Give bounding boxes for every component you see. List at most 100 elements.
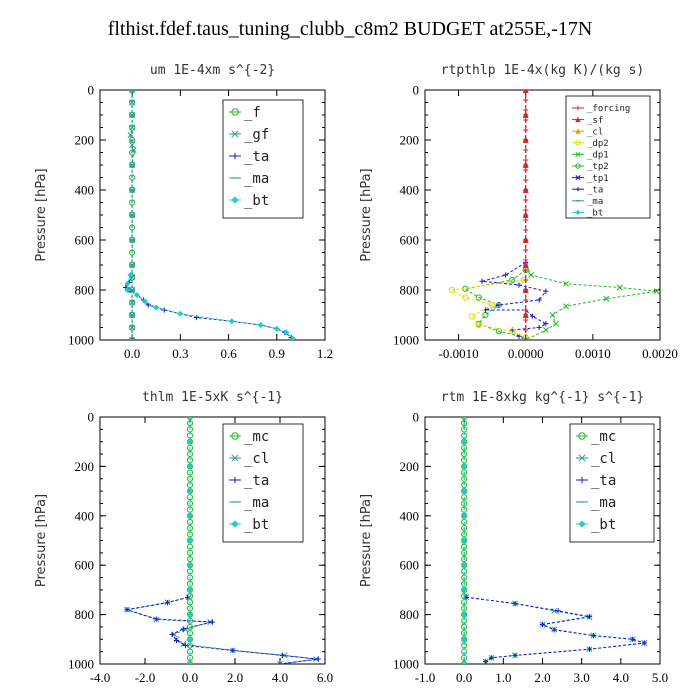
- legend-entry: _gf: [229, 127, 269, 143]
- legend-entry: _ta: [576, 473, 616, 489]
- data-point: [289, 335, 296, 340]
- data-point: [496, 302, 502, 308]
- data-point: [522, 261, 529, 268]
- y-tick-label: 200: [75, 133, 95, 148]
- x-tick-label: -0.0010: [439, 346, 479, 361]
- series-line-ta: [126, 596, 319, 664]
- y-tick-label: 400: [75, 508, 95, 523]
- data-point: [586, 646, 593, 652]
- legend-label: _mc: [244, 429, 269, 445]
- data-point: [629, 636, 636, 642]
- data-point: [169, 631, 175, 637]
- x-tick-label: 0.3: [172, 346, 188, 361]
- x-tick-label: 0.0010: [575, 346, 611, 361]
- data-point: [129, 90, 136, 93]
- chart-panel-1: um 1E-4xm s^{-2} Pressure [hPa] 0 200 400 600…: [34, 63, 333, 361]
- data-point: [186, 450, 194, 458]
- series-group: [448, 90, 660, 340]
- legend-label: _bt: [591, 517, 616, 533]
- data-point: [186, 549, 194, 556]
- x-tick-label: 2.0: [227, 670, 243, 685]
- data-point: [461, 475, 468, 482]
- data-point: [186, 660, 194, 664]
- data-point: [185, 594, 191, 600]
- legend-entry: _bt: [576, 517, 616, 533]
- data-point: [129, 337, 136, 340]
- x-tick-label: 5.0: [652, 670, 668, 685]
- series-line-bt: [126, 274, 294, 340]
- legend-label: _bt: [587, 209, 603, 219]
- data-point: [528, 272, 535, 278]
- data-point: [141, 298, 149, 305]
- data-point: [186, 525, 194, 532]
- data-point: [461, 500, 468, 507]
- data-point: [522, 211, 529, 218]
- y-tick-label: 0: [88, 83, 95, 98]
- x-tick-label: 1.2: [317, 346, 333, 361]
- y-tick-label: 600: [75, 558, 95, 573]
- data-point: [186, 537, 194, 544]
- legend-entry: _ma: [572, 197, 603, 207]
- data-point: [461, 654, 468, 661]
- data-point: [273, 325, 280, 332]
- y-axis-label: Pressure [hPa]: [34, 494, 49, 587]
- data-point: [522, 236, 529, 243]
- data-point: [653, 288, 660, 295]
- legend-label: _ma: [591, 495, 616, 511]
- x-tick-label: -2.0: [135, 670, 156, 685]
- data-point: [283, 329, 290, 336]
- data-point: [448, 286, 455, 294]
- data-point: [536, 297, 542, 303]
- legend-label: _bt: [244, 517, 269, 533]
- legend: _forcing _sf_cl _dp2 _dp1_tp2 _tp1_ta _ma _bt: [565, 95, 651, 219]
- y-axis-label: Pressure [hPa]: [34, 168, 49, 261]
- data-point: [461, 537, 468, 544]
- data-point: [133, 291, 140, 299]
- legend-label: _tp1: [587, 174, 609, 184]
- data-point: [586, 613, 593, 620]
- data-point: [153, 304, 160, 311]
- x-tick-label: 0.0: [124, 346, 140, 361]
- x-tick-label: 2.0: [534, 670, 550, 685]
- legend-label: _cl: [244, 451, 269, 467]
- data-point: [461, 555, 468, 563]
- data-point: [551, 607, 558, 614]
- data-point: [461, 488, 468, 495]
- panel-title: thlm 1E-5xK s^{-1}: [142, 390, 283, 405]
- x-tick-label: 0.0020: [642, 346, 678, 361]
- data-point: [228, 318, 235, 325]
- x-tick-label: 0.0000: [508, 346, 544, 361]
- data-point: [488, 655, 495, 661]
- legend-entry: _cl: [572, 127, 603, 137]
- data-point: [475, 321, 482, 329]
- x-tick-label: 0.0: [182, 670, 198, 685]
- data-point: [186, 605, 194, 612]
- data-point: [529, 313, 536, 319]
- legend-entry: _tp1: [572, 174, 609, 184]
- legend-entry: _ta: [229, 149, 269, 165]
- data-point: [509, 276, 516, 284]
- legend-box: [565, 95, 651, 219]
- y-tick-label: 200: [400, 133, 420, 148]
- data-point: [522, 337, 529, 340]
- data-point: [536, 324, 542, 331]
- data-point: [522, 136, 529, 143]
- legend-entry: _mc: [576, 429, 616, 445]
- y-tick-label: 600: [400, 558, 420, 573]
- legend-label: _forcing: [587, 104, 630, 114]
- legend-entry: _sf: [572, 116, 603, 126]
- legend-entry: _dp2: [572, 139, 609, 149]
- data-point: [315, 656, 321, 662]
- legend-label: _cl: [587, 127, 603, 137]
- data-point: [555, 608, 561, 614]
- data-point: [539, 621, 546, 628]
- panel-title: um 1E-4xm s^{-2}: [150, 63, 275, 78]
- legend-entry: _cl: [576, 451, 616, 467]
- legend-label: _cl: [591, 451, 616, 467]
- data-point: [522, 334, 529, 340]
- data-point: [468, 313, 476, 320]
- data-point: [461, 438, 468, 445]
- legend-box: [569, 423, 655, 543]
- chart-panel-2: rtpthlp 1E-4x(kg K)/(kg s) Pressure [hPa]…: [359, 63, 678, 361]
- data-point: [186, 420, 194, 427]
